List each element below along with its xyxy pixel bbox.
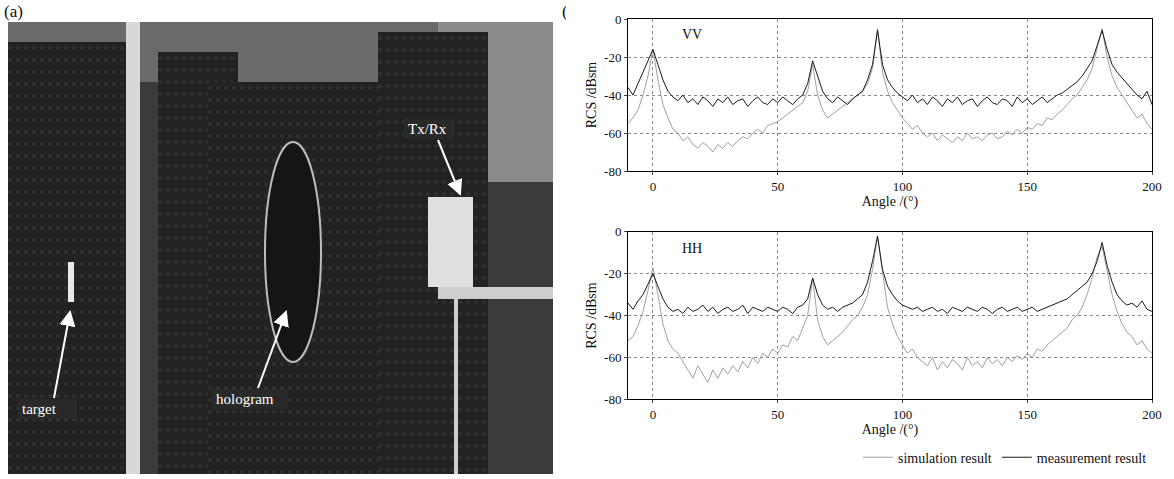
svg-text:200: 200 — [1142, 407, 1162, 422]
svg-text:simulation result: simulation result — [898, 451, 992, 466]
svg-text:-40: -40 — [604, 308, 621, 323]
svg-text:150: 150 — [1017, 407, 1037, 422]
svg-text:-20: -20 — [604, 266, 621, 281]
svg-text:Angle /(°): Angle /(°) — [862, 194, 919, 210]
svg-text:target: target — [22, 401, 57, 417]
svg-text:HH: HH — [682, 241, 702, 256]
svg-text:-80: -80 — [604, 392, 621, 407]
svg-text:VV: VV — [682, 27, 702, 42]
svg-text:0: 0 — [650, 179, 657, 194]
html-text:(a): (a) — [4, 2, 23, 21]
svg-text:50: 50 — [771, 179, 784, 194]
svg-text:RCS /dBsm: RCS /dBsm — [584, 62, 599, 129]
svg-text:measurement result: measurement result — [1037, 451, 1146, 466]
html-text:(b): (b) — [562, 2, 582, 21]
svg-text:50: 50 — [771, 407, 784, 422]
svg-text:100: 100 — [893, 179, 913, 194]
svg-text:-80: -80 — [604, 164, 621, 179]
svg-text:-20: -20 — [604, 50, 621, 65]
svg-text:-60: -60 — [604, 126, 621, 141]
svg-text:0: 0 — [615, 224, 622, 239]
svg-text:100: 100 — [893, 407, 913, 422]
svg-text:RCS /dBsm: RCS /dBsm — [584, 282, 599, 349]
svg-text:hologram: hologram — [216, 391, 274, 407]
svg-text:150: 150 — [1017, 179, 1037, 194]
svg-text:-60: -60 — [604, 350, 621, 365]
svg-text:-40: -40 — [604, 88, 621, 103]
svg-text:0: 0 — [615, 12, 622, 27]
svg-text:Angle /(°): Angle /(°) — [862, 422, 919, 438]
svg-text:0: 0 — [650, 407, 657, 422]
svg-text:Tx/Rx: Tx/Rx — [408, 121, 447, 137]
svg-text:200: 200 — [1142, 179, 1162, 194]
